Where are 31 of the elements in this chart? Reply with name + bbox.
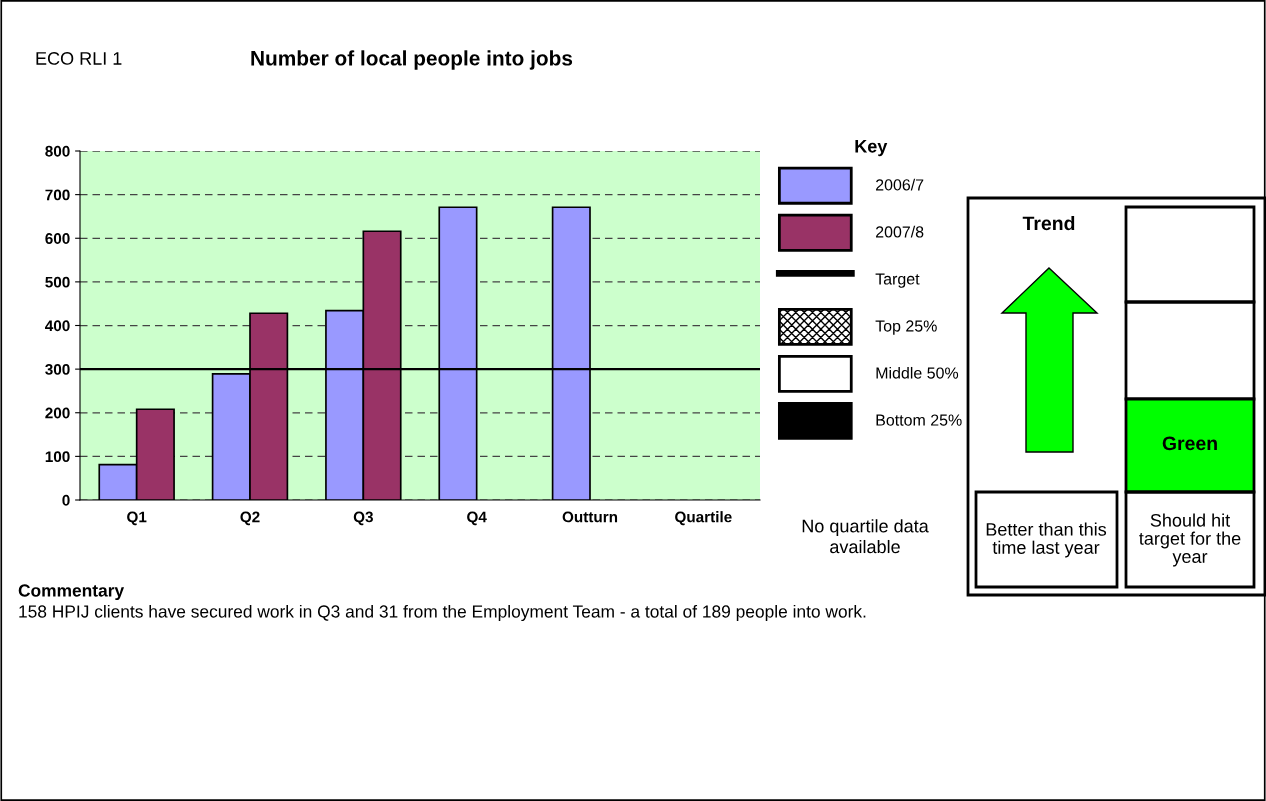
legend-label: 2007/8 xyxy=(876,225,924,238)
y-tick-label: 500 xyxy=(45,276,70,288)
y-tick-label: 800 xyxy=(45,145,70,157)
x-tick-label: Q3 xyxy=(353,511,373,526)
x-tick-label: Q1 xyxy=(127,511,147,526)
x-tick-label: Quartile xyxy=(675,511,732,526)
y-tick-label: 600 xyxy=(45,233,70,244)
text: Top 25% xyxy=(875,320,937,335)
y-tick-label: 100 xyxy=(45,451,70,463)
chart-title: Number of local people into jobs xyxy=(251,50,573,70)
y-tick-label: 300 xyxy=(45,363,70,375)
text: Should hit target for the year xyxy=(1139,513,1241,567)
text: Middle 50% xyxy=(876,366,959,379)
x-tick-label: Q4 xyxy=(467,511,487,526)
x-tick-label: Q2 xyxy=(240,511,260,526)
text: ECO RLI 1 xyxy=(36,52,122,65)
text: No quartile data available xyxy=(802,519,929,554)
legend-title: Key xyxy=(855,140,888,157)
text: Better than this time last year xyxy=(986,522,1107,558)
text: Trend xyxy=(1022,215,1075,231)
legend-label: Target xyxy=(875,273,920,288)
text: Green xyxy=(1162,436,1217,451)
text: Commentary xyxy=(18,584,125,601)
text: Bottom 25% xyxy=(876,414,962,426)
y-tick-label: 200 xyxy=(45,407,70,419)
y-tick-label: 400 xyxy=(45,320,70,332)
x-tick-label: Outturn xyxy=(562,511,618,523)
legend-label: 2006/7 xyxy=(876,178,924,191)
text: 158 HPIJ clients have secured work in Q3 and 31 from the Employment Team - a total of 189 people into work. xyxy=(19,604,866,622)
y-tick-label: 0 xyxy=(62,494,70,506)
y-tick-label: 700 xyxy=(45,189,70,201)
